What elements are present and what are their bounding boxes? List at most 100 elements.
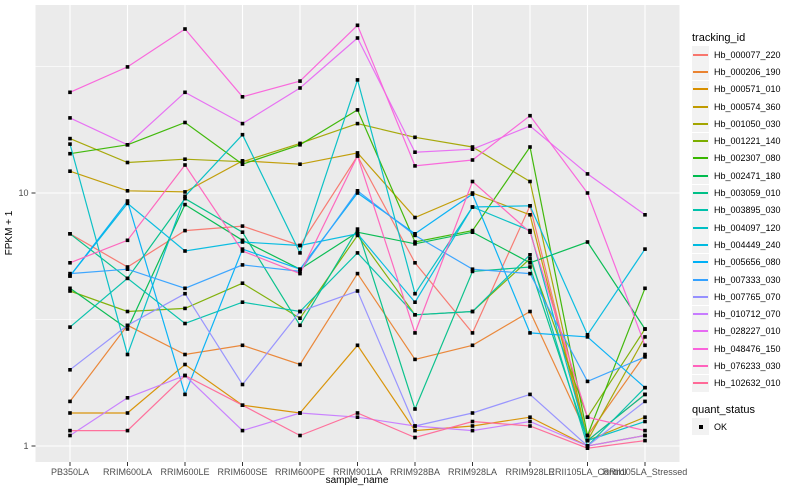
data-point [585, 333, 590, 337]
legend-key [692, 201, 709, 219]
data-point [298, 433, 302, 438]
legend-key [692, 219, 709, 237]
legend-key [692, 80, 709, 98]
data-point [68, 286, 72, 291]
legend-swatch-line [693, 53, 708, 56]
data-point [68, 136, 72, 141]
data-point [643, 355, 647, 359]
data-point [413, 135, 417, 140]
legend: tracking_id Hb_000077_220 Hb_000206_190 Hb… [686, 0, 800, 436]
legend-swatch-line [693, 364, 708, 367]
data-point [183, 194, 187, 199]
data-point [183, 90, 187, 95]
data-point [183, 157, 187, 161]
legend-entry-label: Hb_000571_010 [714, 84, 781, 95]
legend-key [692, 357, 709, 375]
data-point [470, 145, 475, 149]
data-point [183, 392, 187, 397]
legend-key [692, 253, 709, 271]
data-point [643, 213, 647, 217]
data-point [413, 331, 417, 335]
legend-entry-label: Hb_002471_180 [714, 170, 781, 181]
data-point [355, 232, 360, 236]
x-tick-label: RRIM901LA [333, 467, 382, 477]
legend-swatch-line [693, 261, 708, 264]
data-point [355, 23, 360, 28]
data-point [528, 309, 532, 314]
y-tick-label: 1 [23, 441, 28, 451]
data-point [413, 242, 417, 246]
legend-entry: Hb_000206_190 [686, 63, 800, 81]
data-point [470, 205, 475, 209]
data-point [585, 433, 590, 438]
data-point [585, 444, 590, 448]
data-point [68, 411, 72, 415]
data-point [183, 291, 187, 296]
legend-key [692, 167, 709, 185]
data-point [470, 179, 475, 184]
legend-entry: Hb_002307_080 [686, 149, 800, 167]
data-point [125, 143, 130, 147]
data-point [470, 267, 475, 271]
data-point [68, 428, 72, 433]
data-point [298, 269, 302, 274]
data-point [298, 162, 302, 166]
data-point [355, 121, 360, 126]
data-point [240, 159, 245, 164]
data-point [183, 373, 187, 378]
legend-entry-label: Hb_102632_010 [714, 378, 781, 389]
data-point [240, 263, 245, 267]
data-point [643, 433, 647, 438]
data-point [68, 271, 72, 276]
legend-entry: Hb_004449_240 [686, 236, 800, 254]
data-point [183, 120, 187, 125]
data-point [183, 163, 187, 167]
legend-swatch-line [693, 226, 708, 229]
legend-entry: Hb_003895_030 [686, 201, 800, 219]
legend-entry: Hb_004097_120 [686, 219, 800, 237]
data-point [125, 265, 130, 269]
data-point [240, 281, 245, 285]
data-point [585, 379, 590, 384]
data-point [585, 438, 590, 443]
data-point [298, 243, 302, 248]
legend-key [692, 288, 709, 306]
x-tick-label: RRIM600SE [217, 467, 267, 477]
data-point [413, 428, 417, 433]
x-tick-label: RRIM928BA [390, 467, 440, 477]
legend-entry-label: Hb_005656_080 [714, 257, 781, 268]
data-point [643, 419, 647, 424]
y-axis-title: FPKM + 1 [4, 210, 15, 256]
legend-swatch-line [693, 70, 708, 73]
data-point [125, 189, 130, 193]
data-point [528, 124, 532, 128]
data-point [413, 215, 417, 220]
legend-entry: Hb_000571_010 [686, 80, 800, 98]
data-point [298, 271, 302, 276]
legend-entry-label: Hb_000077_220 [714, 49, 781, 60]
data-point [298, 267, 302, 271]
data-point [470, 343, 475, 348]
data-point [413, 261, 417, 265]
data-point [240, 300, 245, 304]
legend-entry-label: Hb_007333_030 [714, 274, 781, 285]
data-point [355, 343, 360, 348]
data-point [355, 227, 360, 231]
data-point [355, 251, 360, 255]
data-point [355, 108, 360, 112]
data-point [528, 256, 532, 261]
legend-key [692, 271, 709, 288]
data-point [68, 232, 72, 236]
data-point [240, 343, 245, 348]
data-point [470, 230, 475, 234]
legend-entry: Hb_000077_220 [686, 46, 800, 64]
data-point [298, 86, 302, 90]
data-point [240, 240, 245, 244]
legend-entry-label: Hb_003059_010 [714, 188, 781, 199]
data-point [585, 335, 590, 339]
x-tick-label: RRII105LA_Stressed [603, 467, 688, 477]
data-point [240, 224, 245, 228]
legend-key [692, 322, 709, 340]
